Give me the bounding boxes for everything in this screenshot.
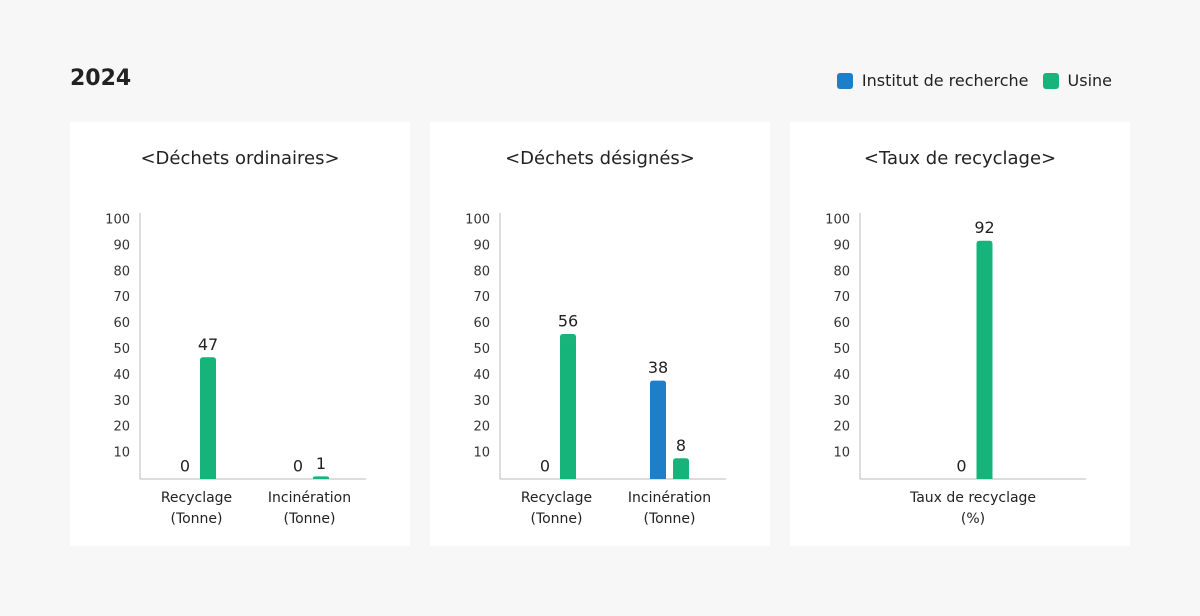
y-tick-label: 100: [825, 213, 850, 228]
y-tick-label: 70: [473, 290, 490, 305]
y-tick-label: 70: [113, 290, 130, 305]
value-label: 0: [540, 457, 550, 476]
y-tick-label: 10: [113, 446, 130, 461]
legend-swatch: [1042, 72, 1059, 89]
bar: [313, 476, 329, 479]
y-tick-label: 30: [833, 394, 850, 409]
value-label: 0: [956, 457, 966, 476]
chart-panel: <Déchets ordinaires> 10 20 30 40 50 60 70 80 90 10…: [70, 122, 410, 546]
x-tick-label: Recyclage (Tonne): [520, 490, 593, 527]
chart-title: <Déchets désignés>: [505, 148, 695, 169]
y-tick-label: 100: [105, 213, 130, 228]
value-label: 47: [198, 335, 218, 354]
chart-title: <Déchets ordinaires>: [140, 148, 340, 169]
y-tick-label: 20: [113, 420, 130, 435]
value-label: 38: [648, 358, 668, 377]
y-tick-label: 20: [833, 420, 850, 435]
y-tick-label: 100: [465, 213, 490, 228]
bar: [650, 380, 666, 479]
y-tick-label: 90: [833, 238, 850, 253]
bar: [200, 357, 216, 479]
legend-item: Institut de recherche: [836, 71, 1029, 90]
x-tick-label: Recyclage (Tonne): [160, 490, 233, 527]
legend-label: Institut de recherche: [861, 71, 1029, 90]
bar: [976, 240, 993, 479]
y-tick-label: 40: [113, 368, 130, 383]
x-tick-label: Incinération (Tonne): [267, 490, 352, 527]
chart: 10 20 30 40 50 60 70 80 90 100 0 56 38 8: [465, 213, 726, 480]
chart-title: <Taux de recyclage>: [863, 148, 1057, 169]
y-tick-label: 80: [473, 264, 490, 279]
y-tick-label: 10: [473, 446, 490, 461]
value-label: 56: [558, 311, 578, 330]
x-tick-label: Incinération (Tonne): [627, 490, 712, 527]
value-label: 8: [676, 436, 686, 455]
legend: Institut de recherche Usine: [836, 71, 1112, 90]
page-title: 2024: [70, 66, 132, 91]
value-label: 1: [316, 454, 326, 473]
y-tick-label: 90: [113, 238, 130, 253]
y-tick-label: 50: [473, 342, 490, 357]
y-tick-label: 40: [833, 368, 850, 383]
y-tick-label: 60: [833, 316, 850, 331]
bar: [560, 333, 576, 479]
y-tick-label: 70: [833, 290, 850, 305]
y-tick-label: 40: [473, 368, 490, 383]
value-label: 0: [180, 457, 190, 476]
chart: 10 20 30 40 50 60 70 80 90 100 0 92: [825, 213, 1086, 480]
y-tick-label: 10: [833, 446, 850, 461]
legend-label: Usine: [1067, 71, 1112, 90]
y-tick-label: 30: [113, 394, 130, 409]
bar: [673, 458, 689, 479]
legend-item: Usine: [1042, 71, 1112, 90]
legend-swatch: [836, 72, 853, 89]
y-tick-label: 80: [833, 264, 850, 279]
y-tick-label: 20: [473, 420, 490, 435]
chart-panel: <Taux de recyclage> 10 20 30 40 50 60 70 80 90 100…: [790, 122, 1130, 546]
value-label: 0: [293, 457, 303, 476]
y-tick-label: 50: [113, 342, 130, 357]
value-label: 92: [974, 218, 994, 237]
y-tick-label: 60: [113, 316, 130, 331]
y-tick-label: 60: [473, 316, 490, 331]
y-tick-label: 80: [113, 264, 130, 279]
chart-panel: <Déchets désignés> 10 20 30 40 50 60 70 80 90 100 0…: [430, 122, 770, 546]
x-tick-label: Taux de recyclage (%): [909, 490, 1037, 527]
y-tick-label: 50: [833, 342, 850, 357]
y-tick-label: 30: [473, 394, 490, 409]
y-tick-label: 90: [473, 238, 490, 253]
